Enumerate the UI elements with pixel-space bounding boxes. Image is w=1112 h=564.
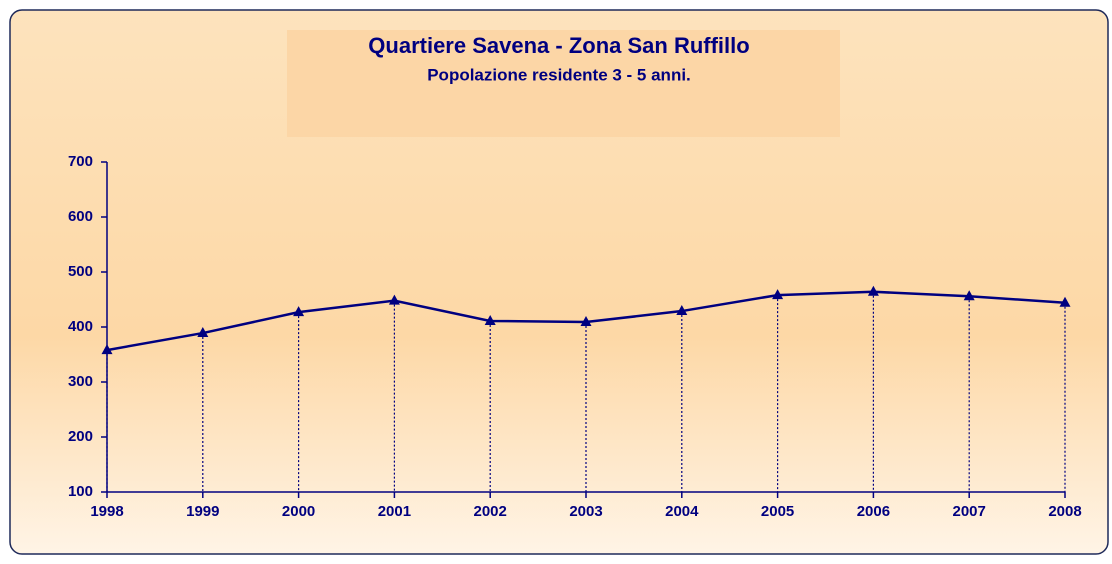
data-marker (388, 294, 400, 305)
data-marker (963, 290, 975, 301)
y-tick-label: 300 (68, 373, 93, 390)
x-tick-label: 2004 (665, 503, 699, 520)
x-tick-label: 2005 (761, 503, 794, 520)
chart-panel (9, 9, 1109, 555)
x-tick-label: 2008 (1048, 503, 1081, 520)
y-tick-label: 400 (68, 318, 93, 335)
data-marker (101, 344, 113, 355)
y-tick-label: 200 (68, 428, 93, 445)
data-marker (1059, 296, 1071, 307)
data-marker (197, 327, 209, 338)
y-tick-label: 700 (68, 153, 93, 170)
x-tick-label: 2000 (282, 503, 315, 520)
x-tick-label: 2006 (857, 503, 890, 520)
data-marker (676, 305, 688, 316)
x-tick-label: 2003 (569, 503, 602, 520)
x-tick-label: 2007 (953, 503, 986, 520)
y-tick-label: 500 (68, 263, 93, 280)
x-tick-label: 2002 (474, 503, 507, 520)
x-tick-label: 2001 (378, 503, 411, 520)
data-marker (867, 285, 879, 296)
title-box (287, 30, 840, 137)
data-marker (484, 314, 496, 325)
data-marker (293, 306, 305, 317)
x-tick-label: 1999 (186, 503, 219, 520)
x-tick-label: 1998 (90, 503, 123, 520)
y-tick-label: 600 (68, 208, 93, 225)
chart-subtitle: Popolazione residente 3 - 5 anni. (427, 65, 691, 84)
chart-title: Quartiere Savena - Zona San Ruffillo (368, 33, 749, 58)
data-marker (580, 316, 592, 327)
y-tick-label: 100 (68, 483, 93, 500)
data-marker (772, 289, 784, 300)
